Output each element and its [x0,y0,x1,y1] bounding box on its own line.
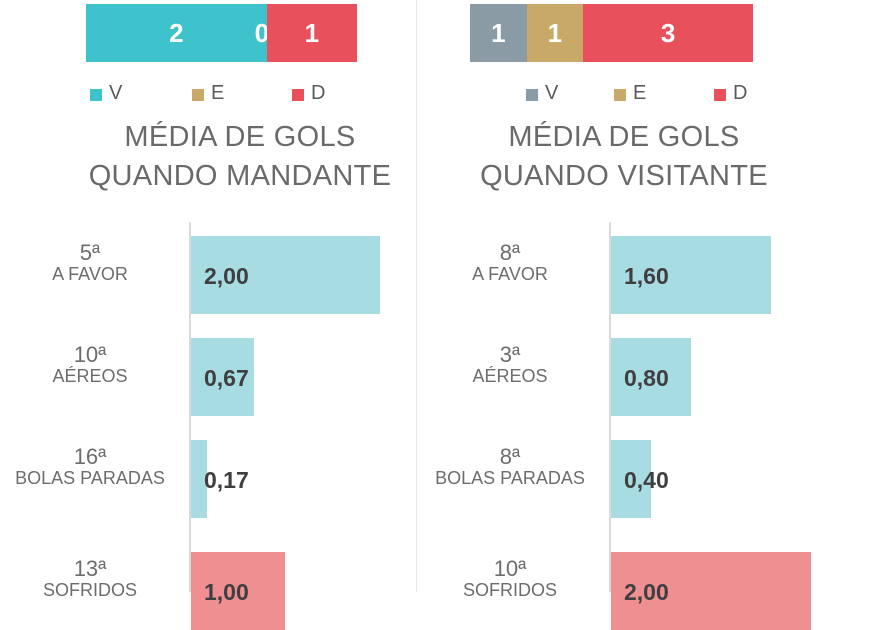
home-rank-0: 5ª [79,240,101,265]
away-bar-0 [611,236,771,314]
home-legend-d-text: D [311,82,326,104]
away-rank-0: 8ª [499,240,521,265]
home-rank-1: 10ª [73,342,107,367]
home-legend-v-swatch [90,89,102,101]
home-victories-label: 2 [169,17,184,48]
away-legend-d-swatch [714,89,726,101]
home-legend-v-text: V [109,82,123,104]
away-panel: 1 1 3 V E D MÉDIA DE GOLS QUANDO VISITAN… [435,0,880,630]
home-goals-title: MÉDIA DE GOLS QUANDO MANDANTE [60,118,420,202]
home-bar-1 [191,338,255,416]
home-results-bar: 2 0 1 [86,4,357,62]
home-results-legend: V E D [90,80,350,106]
home-goals-title-line1: MÉDIA DE GOLS [124,121,356,153]
away-victories-label: 1 [491,17,506,48]
home-defeats-segment: 1 [266,4,357,62]
away-legend-e-swatch [614,89,626,101]
home-legend-e-swatch [192,89,204,101]
away-defeats-label: 3 [660,17,676,48]
away-goals-title-line2: QUANDO VISITANTE [480,160,768,192]
away-legend-v-swatch [526,89,538,101]
panel-divider [416,0,417,592]
home-value-1: 0,67 [204,365,249,391]
home-value-2: 0,17 [204,467,249,493]
away-rank-3: 10ª [493,556,527,581]
away-rank-1: 3ª [499,342,521,367]
home-value-3: 1,00 [204,579,249,605]
away-legend-v-text: V [545,82,559,104]
away-draws-segment: 1 [526,4,584,62]
away-results-bar: 1 1 3 [470,4,753,62]
away-goals-title: MÉDIA DE GOLS QUANDO VISITANTE [444,118,804,202]
away-category-3: SOFRIDOS [462,580,557,600]
home-rank-3: 13ª [73,556,107,581]
home-bar-0 [191,236,380,314]
away-bar-1 [611,338,691,416]
away-value-2: 0,40 [624,467,669,493]
away-category-1: AÉREOS [472,366,548,386]
home-metrics-axis [189,222,191,592]
home-draws-label: 0 [254,17,270,48]
home-category-2: BOLAS PARADAS [15,468,165,488]
home-victories-segment: 2 [86,4,267,62]
home-panel: 2 0 1 V E D MÉDIA DE GOLS QUANDO MANDANT… [0,0,440,630]
away-legend-e-text: E [633,82,647,104]
away-victories-segment: 1 [470,4,527,62]
away-value-3: 2,00 [624,579,669,605]
away-value-1: 0,80 [624,365,669,391]
away-results-legend: V E D [526,80,796,106]
away-rank-2: 8ª [499,444,521,469]
home-category-0: A FAVOR [52,264,128,284]
away-goals-title-line1: MÉDIA DE GOLS [508,121,740,153]
away-value-0: 1,60 [624,263,669,289]
away-category-2: BOLAS PARADAS [435,468,585,488]
away-bar-2 [611,440,651,518]
home-category-1: AÉREOS [52,366,128,386]
away-defeats-segment: 3 [583,4,753,62]
home-bar-2 [191,440,208,518]
home-defeats-label: 1 [304,17,320,48]
away-legend-d-text: D [733,82,748,104]
home-legend-d-swatch [292,89,304,101]
home-value-0: 2,00 [204,263,249,289]
away-metrics-axis [609,222,611,592]
home-goals-title-line2: QUANDO MANDANTE [88,160,392,192]
home-legend-e-text: E [211,82,225,104]
home-category-3: SOFRIDOS [42,580,137,600]
away-draws-label: 1 [547,17,563,48]
home-rank-2: 16ª [73,444,107,469]
away-category-0: A FAVOR [472,264,548,284]
